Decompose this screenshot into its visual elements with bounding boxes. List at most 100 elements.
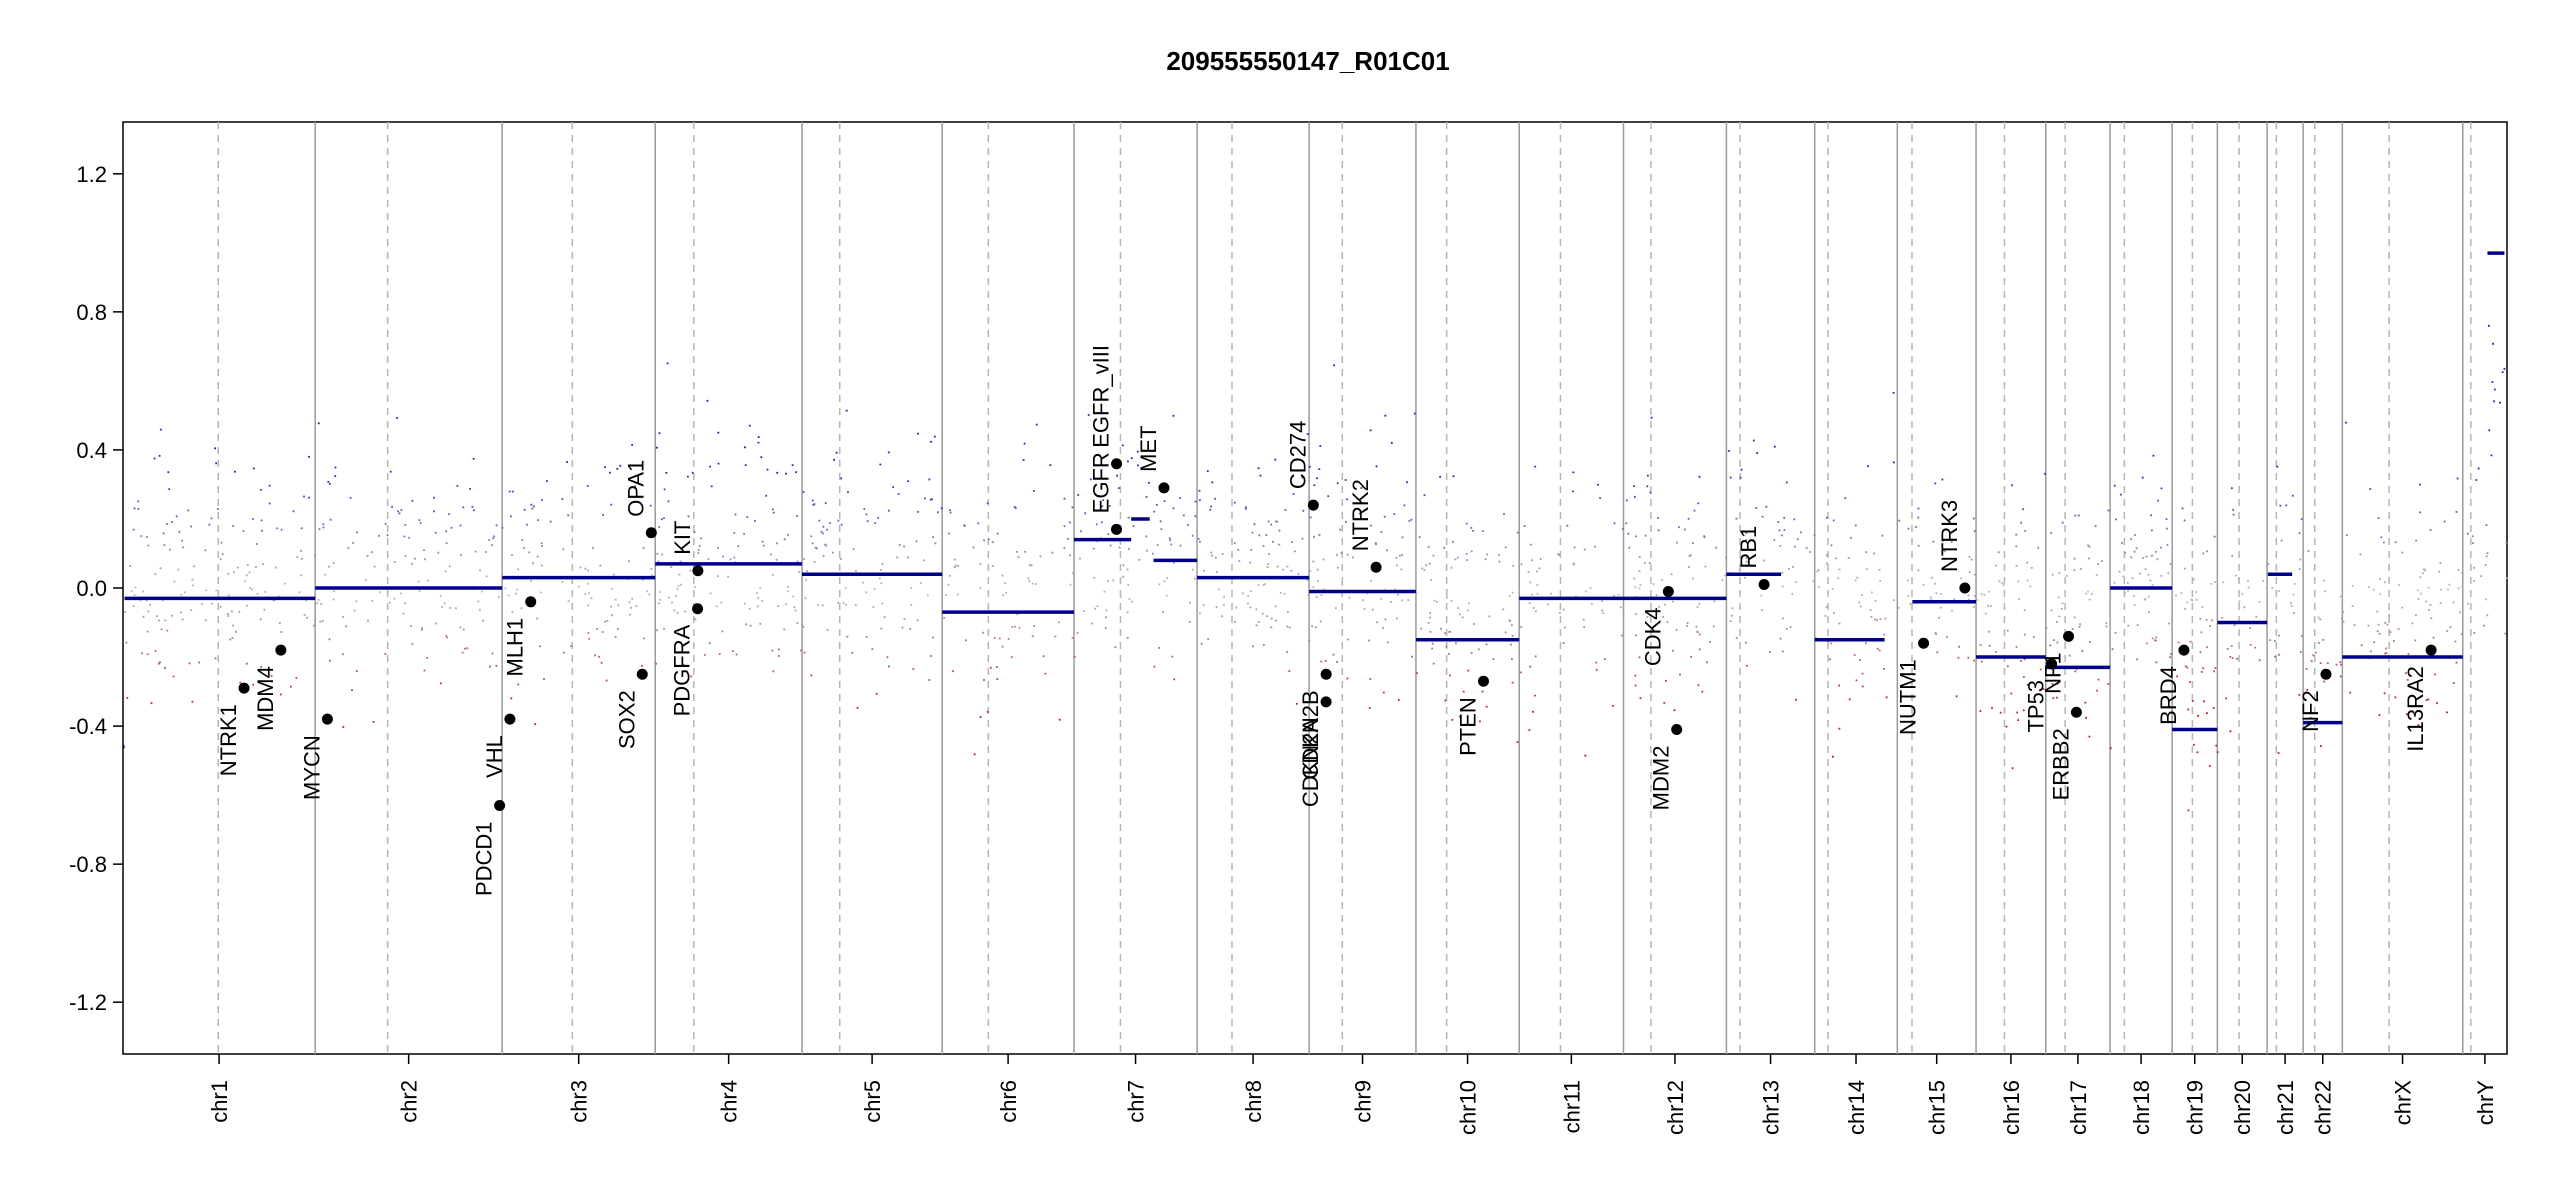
probe-dots [474, 550, 1296, 553]
probe-dots [459, 626, 1566, 629]
probe-dots [419, 522, 1628, 525]
probe-dots [1102, 499, 1201, 501]
gene-point [504, 713, 516, 725]
probe-dots [1266, 566, 1690, 568]
probe-dots [133, 507, 2184, 510]
probe-dots [641, 664, 1748, 667]
probe-dots [434, 622, 2414, 625]
probe-dots [1313, 484, 2013, 487]
probe-dots [169, 548, 1586, 551]
probe-dots [533, 505, 1104, 508]
probe-dots [2323, 680, 2326, 683]
probe-dots [191, 578, 2195, 581]
probe-dots [190, 525, 2097, 528]
probe-dots [2307, 550, 2310, 552]
probe-dots [420, 628, 1678, 632]
probe-dots [530, 503, 613, 506]
gene-point [636, 668, 648, 680]
gene-point [2046, 658, 2058, 670]
gene-label: EGFR_vIII [1089, 345, 1114, 448]
probe-dots [171, 614, 2489, 617]
probe-dots [765, 494, 2294, 497]
probe-dots [295, 677, 1349, 680]
probe-dots [1465, 522, 1468, 525]
probe-dots [1034, 583, 2296, 585]
probe-dots [674, 531, 2301, 535]
probe-dots [1529, 581, 2386, 584]
gene-point [1307, 499, 1319, 511]
probe-dots [661, 553, 2362, 556]
probe-dots [508, 490, 514, 493]
probe-dots [254, 565, 2268, 568]
probe-dots [276, 526, 1473, 530]
probe-dots [378, 534, 1884, 537]
probe-dots [1107, 533, 1110, 536]
gene-label: PDGFRA [670, 624, 695, 716]
probe-dots [190, 608, 2430, 612]
probe-dots [173, 580, 2216, 583]
probe-dots [1470, 550, 2208, 553]
y-tick-label: -1.2 [69, 990, 107, 1015]
probe-dots [2427, 586, 2430, 589]
probe-dots [798, 571, 1971, 574]
probe-dots [745, 623, 2389, 626]
gene-point [494, 799, 506, 811]
gene-label: MLH1 [503, 618, 528, 677]
gene-point [1671, 724, 1683, 736]
gene-point [238, 682, 250, 694]
probe-dots [898, 543, 2169, 546]
probe-dots [460, 553, 1560, 556]
probe-dots [231, 636, 2435, 640]
gene-label: CDK4 [1640, 607, 1665, 666]
probe-dots [139, 598, 2198, 602]
probe-dots [485, 550, 2157, 554]
gene-label: CD274 [1285, 421, 1310, 489]
probe-dots [353, 609, 2053, 612]
probe-dots [1725, 556, 1727, 559]
probe-dots [1935, 632, 2507, 635]
probe-dots [125, 641, 2320, 645]
gene-point [275, 644, 287, 656]
probe-dots [469, 487, 2372, 490]
probe-dots [292, 510, 435, 513]
probe-dots [280, 631, 2392, 634]
probe-dots [1145, 496, 1148, 498]
probe-dots [1401, 554, 1692, 556]
probe-dots [649, 504, 2282, 507]
y-tick-label: -0.8 [69, 852, 107, 877]
probe-dots [802, 625, 2452, 629]
probe-dots [800, 649, 802, 652]
gene-point [1662, 585, 1674, 597]
probe-dots [159, 661, 2342, 664]
probe-dots [327, 480, 330, 483]
probe-dots [261, 529, 2153, 532]
probe-dots [150, 702, 2438, 705]
probe-dots [1519, 671, 1522, 674]
probe-dots [448, 513, 1505, 515]
gene-label: CDKN2A [1298, 718, 1323, 808]
probe-dots [318, 527, 2168, 531]
probe-dots [332, 562, 2442, 565]
probe-dots [324, 573, 2150, 576]
gene-label: TP53 [2024, 680, 2049, 733]
probe-dots [445, 542, 2474, 545]
probe-dots [147, 544, 2089, 547]
gene-markers: NTRK1 MDM4 MYCN VHL PDCD1 MLH1 SOX2 OPA1 KIT PDGF… [216, 345, 2437, 896]
probe-dots [680, 583, 2451, 586]
probe-dots [1250, 548, 1253, 551]
gene-label: ERBB2 [2048, 728, 2073, 800]
probe-dots [306, 616, 2433, 620]
probe-dots [1638, 570, 1641, 573]
probe-dots [1295, 702, 1298, 705]
probe-dots [178, 530, 823, 533]
gene-label: NF2 [2298, 690, 2323, 732]
probe-dots [329, 518, 2303, 521]
probe-dots [2051, 682, 2110, 685]
probe-dots [252, 467, 2480, 470]
probe-dots [1286, 650, 2372, 653]
probe-dots [813, 503, 816, 506]
probe-dots [210, 517, 1975, 520]
probe-dots [1309, 516, 1312, 519]
gene-point [645, 527, 657, 539]
gene-point [692, 565, 704, 577]
